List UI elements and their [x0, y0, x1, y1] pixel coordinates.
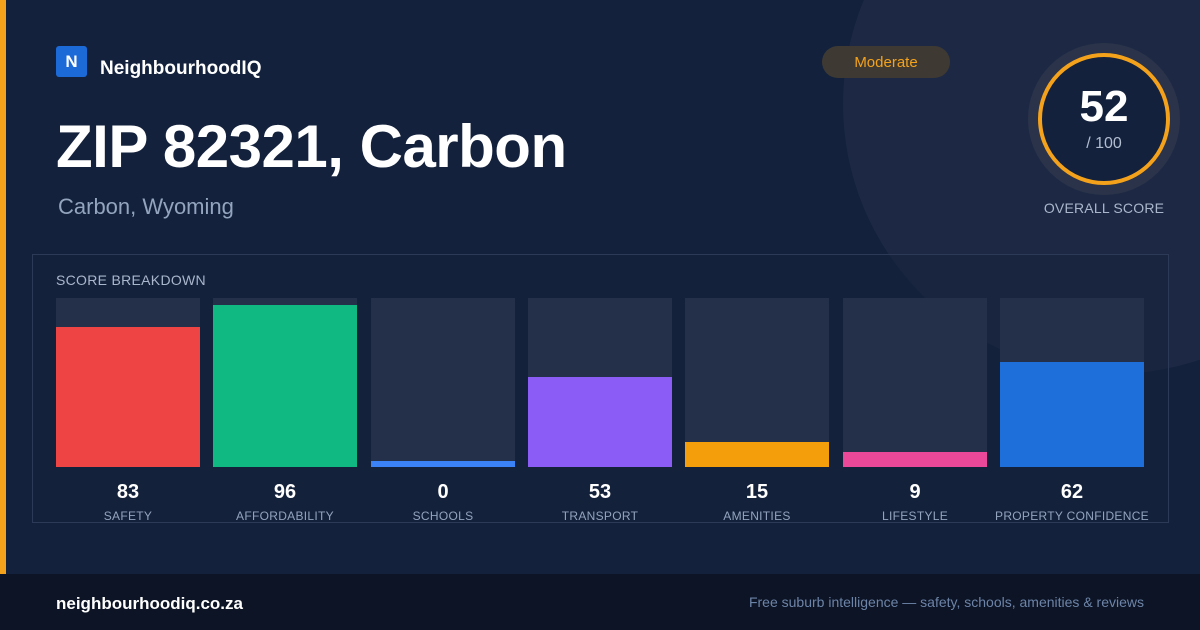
bar-track	[213, 298, 357, 467]
bar-label-schools: SCHOOLS	[412, 509, 474, 523]
accent-strip	[0, 0, 6, 574]
share-card: N NeighbourhoodIQ Moderate ZIP 82321, Ca…	[0, 0, 1180, 574]
bar-fill-safety	[56, 327, 200, 467]
bar-fill-lifestyle	[843, 452, 987, 467]
bar-label-affordability: AFFORDABILITY	[236, 509, 334, 523]
bar-label-lifestyle: LIFESTYLE	[881, 509, 949, 523]
bar-track	[1000, 298, 1144, 467]
brand-name: NeighbourhoodIQ	[100, 58, 262, 79]
bar-label-transport: TRANSPORT	[561, 509, 639, 523]
bar-fill-affordability	[213, 305, 357, 467]
bar-fill-property-confidence	[1000, 362, 1144, 467]
bar-value-transport: 53	[588, 481, 612, 503]
bar-label-safety: SAFETY	[103, 509, 153, 523]
page-title: ZIP 82321, Carbon	[56, 113, 567, 180]
overall-score-max: / 100	[1086, 135, 1122, 152]
score-breakdown-panel: SCORE BREAKDOWN 83 SAFETY 96 AFFORDABILITY 0…	[32, 254, 1169, 523]
bar-value-affordability: 96	[273, 481, 297, 503]
overall-score-caption: OVERALL SCORE	[1043, 200, 1165, 216]
breakdown-title: SCORE BREAKDOWN	[56, 272, 206, 288]
bar-label-amenities: AMENITIES	[723, 509, 791, 523]
bar-track	[56, 298, 200, 467]
bar-value-schools: 0	[437, 481, 449, 503]
bar-track	[371, 298, 515, 467]
bar-track	[528, 298, 672, 467]
bar-label-property-confidence: PROPERTY CONFIDENCE	[995, 509, 1149, 523]
bar-track	[685, 298, 829, 467]
footer-domain-link[interactable]: neighbourhoodiq.co.za	[56, 594, 243, 613]
bar-value-property-confidence: 62	[1060, 481, 1084, 503]
location-subtitle: Carbon, Wyoming	[58, 194, 234, 219]
brand[interactable]: N NeighbourhoodIQ	[56, 46, 261, 79]
overall-score-ring: 52 / 100	[1028, 43, 1180, 195]
score-ring-progress: 52 / 100	[1038, 53, 1170, 185]
footer: neighbourhoodiq.co.za Free suburb intell…	[0, 574, 1200, 630]
rating-badge: Moderate	[822, 46, 950, 78]
bar-fill-transport	[528, 377, 672, 467]
footer-tagline: Free suburb intelligence — safety, schoo…	[748, 594, 1144, 610]
bar-value-safety: 83	[116, 481, 140, 503]
overall-score-value: 52	[1079, 82, 1129, 131]
bar-track	[843, 298, 987, 467]
bar-value-amenities: 15	[745, 481, 769, 503]
bar-value-lifestyle: 9	[909, 481, 921, 503]
bar-fill-schools	[371, 461, 515, 467]
bar-fill-amenities	[685, 442, 829, 467]
brand-logo-icon: N	[56, 46, 87, 77]
